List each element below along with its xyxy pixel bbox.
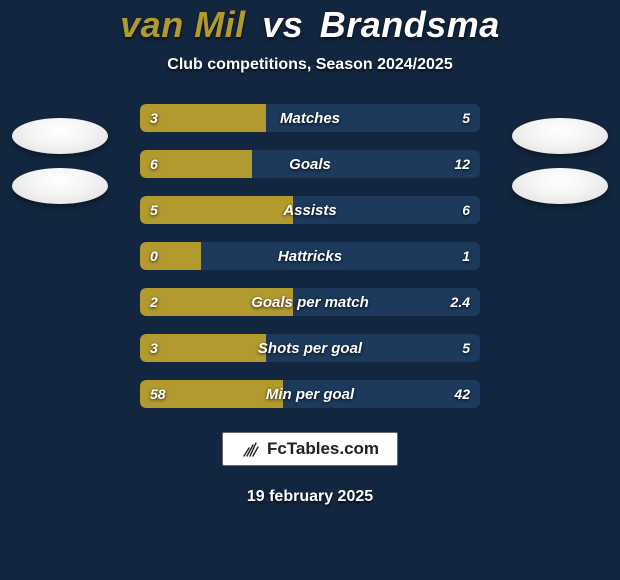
avatar-placeholder-icon	[12, 118, 108, 154]
stat-value-left: 3	[150, 334, 158, 362]
branding-text: FcTables.com	[267, 439, 379, 459]
stat-fill	[140, 334, 266, 362]
subtitle: Club competitions, Season 2024/2025	[167, 56, 452, 74]
stat-row: 35Matches	[140, 104, 480, 132]
stat-row: 22.4Goals per match	[140, 288, 480, 316]
page-title: van Mil vs Brandsma	[120, 4, 500, 46]
branding-badge: FcTables.com	[222, 432, 398, 466]
avatar-placeholder-icon	[512, 168, 608, 204]
stat-value-right: 5	[462, 104, 470, 132]
fctables-logo-icon	[241, 439, 261, 459]
player2-name: Brandsma	[320, 4, 500, 45]
stat-value-left: 3	[150, 104, 158, 132]
stat-fill	[140, 104, 266, 132]
stat-row: 56Assists	[140, 196, 480, 224]
player1-name: van Mil	[120, 4, 246, 45]
stat-value-right: 1	[462, 242, 470, 270]
stat-value-right: 5	[462, 334, 470, 362]
stat-value-right: 42	[454, 380, 470, 408]
vs-label: vs	[262, 4, 303, 45]
comparison-chart: van Mil vs Brandsma Club competitions, S…	[0, 0, 620, 580]
stat-value-right: 2.4	[451, 288, 470, 316]
stat-rows: 35Matches612Goals56Assists01Hattricks22.…	[140, 104, 480, 408]
stat-value-left: 5	[150, 196, 158, 224]
stat-value-right: 6	[462, 196, 470, 224]
stat-value-left: 0	[150, 242, 158, 270]
stat-row: 35Shots per goal	[140, 334, 480, 362]
player2-avatar	[510, 118, 610, 218]
stat-value-right: 12	[454, 150, 470, 178]
stat-fill	[140, 288, 293, 316]
stat-row: 612Goals	[140, 150, 480, 178]
stat-row: 5842Min per goal	[140, 380, 480, 408]
stat-value-left: 2	[150, 288, 158, 316]
stat-value-left: 6	[150, 150, 158, 178]
player1-avatar	[10, 118, 110, 218]
stat-value-left: 58	[150, 380, 166, 408]
stat-fill	[140, 196, 293, 224]
stat-row: 01Hattricks	[140, 242, 480, 270]
avatar-placeholder-icon	[12, 168, 108, 204]
avatar-placeholder-icon	[512, 118, 608, 154]
date-label: 19 february 2025	[247, 488, 373, 506]
